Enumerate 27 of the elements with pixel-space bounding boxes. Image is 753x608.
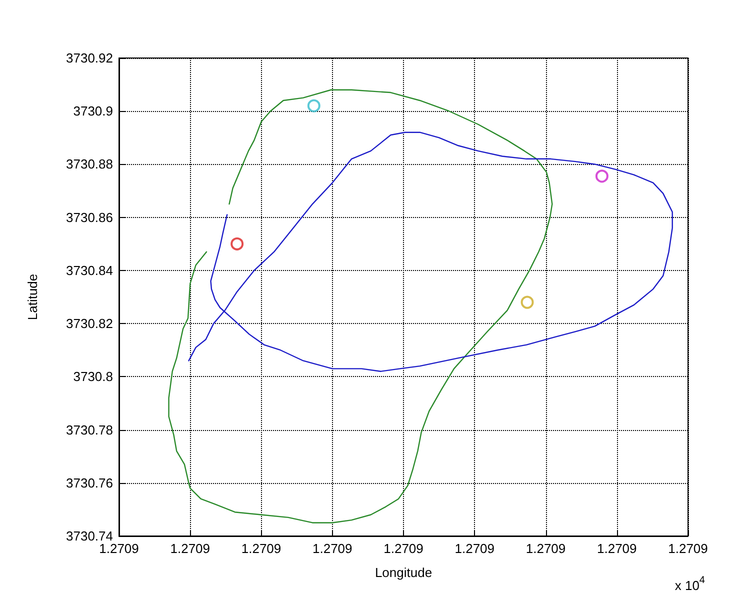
- x-tick-label: 1.2709: [99, 541, 139, 556]
- y-tick-label: 3730.9: [73, 104, 113, 119]
- x-tick-label: 1.2709: [526, 541, 566, 556]
- x-tick-label: 1.2709: [596, 541, 637, 556]
- point: [230, 237, 244, 250]
- x-tick-label: 1.2709: [170, 541, 210, 556]
- y-tick-label: 3730.76: [66, 475, 113, 490]
- point: [595, 170, 608, 183]
- y-tick-label: 3730.74: [66, 528, 113, 544]
- x-tick-label: 1.2709: [312, 541, 352, 556]
- line-series: [188, 132, 673, 372]
- y-tick-label: 3730.92: [66, 50, 113, 66]
- point: [520, 296, 534, 309]
- y-tick-label: 3730.8: [73, 369, 113, 384]
- y-tick-label: 3730.84: [66, 262, 113, 278]
- y-tick-label: 3730.82: [66, 316, 113, 332]
- x-tick-label: 1.2709: [668, 541, 708, 556]
- x-tick-label: 1.2709: [384, 541, 424, 556]
- y-tick-label: 3730.86: [66, 210, 113, 225]
- x-tick-label: 1.2709: [454, 541, 495, 556]
- x-tick-label: 1.2709: [241, 541, 282, 556]
- y-axis-title: Latitude: [25, 274, 40, 320]
- y-tick-label: 3730.88: [66, 156, 113, 172]
- line-series: [168, 89, 553, 524]
- point: [307, 99, 320, 112]
- x-axis-title: Longitude: [374, 565, 432, 580]
- y-tick-label: 3730.78: [66, 422, 113, 438]
